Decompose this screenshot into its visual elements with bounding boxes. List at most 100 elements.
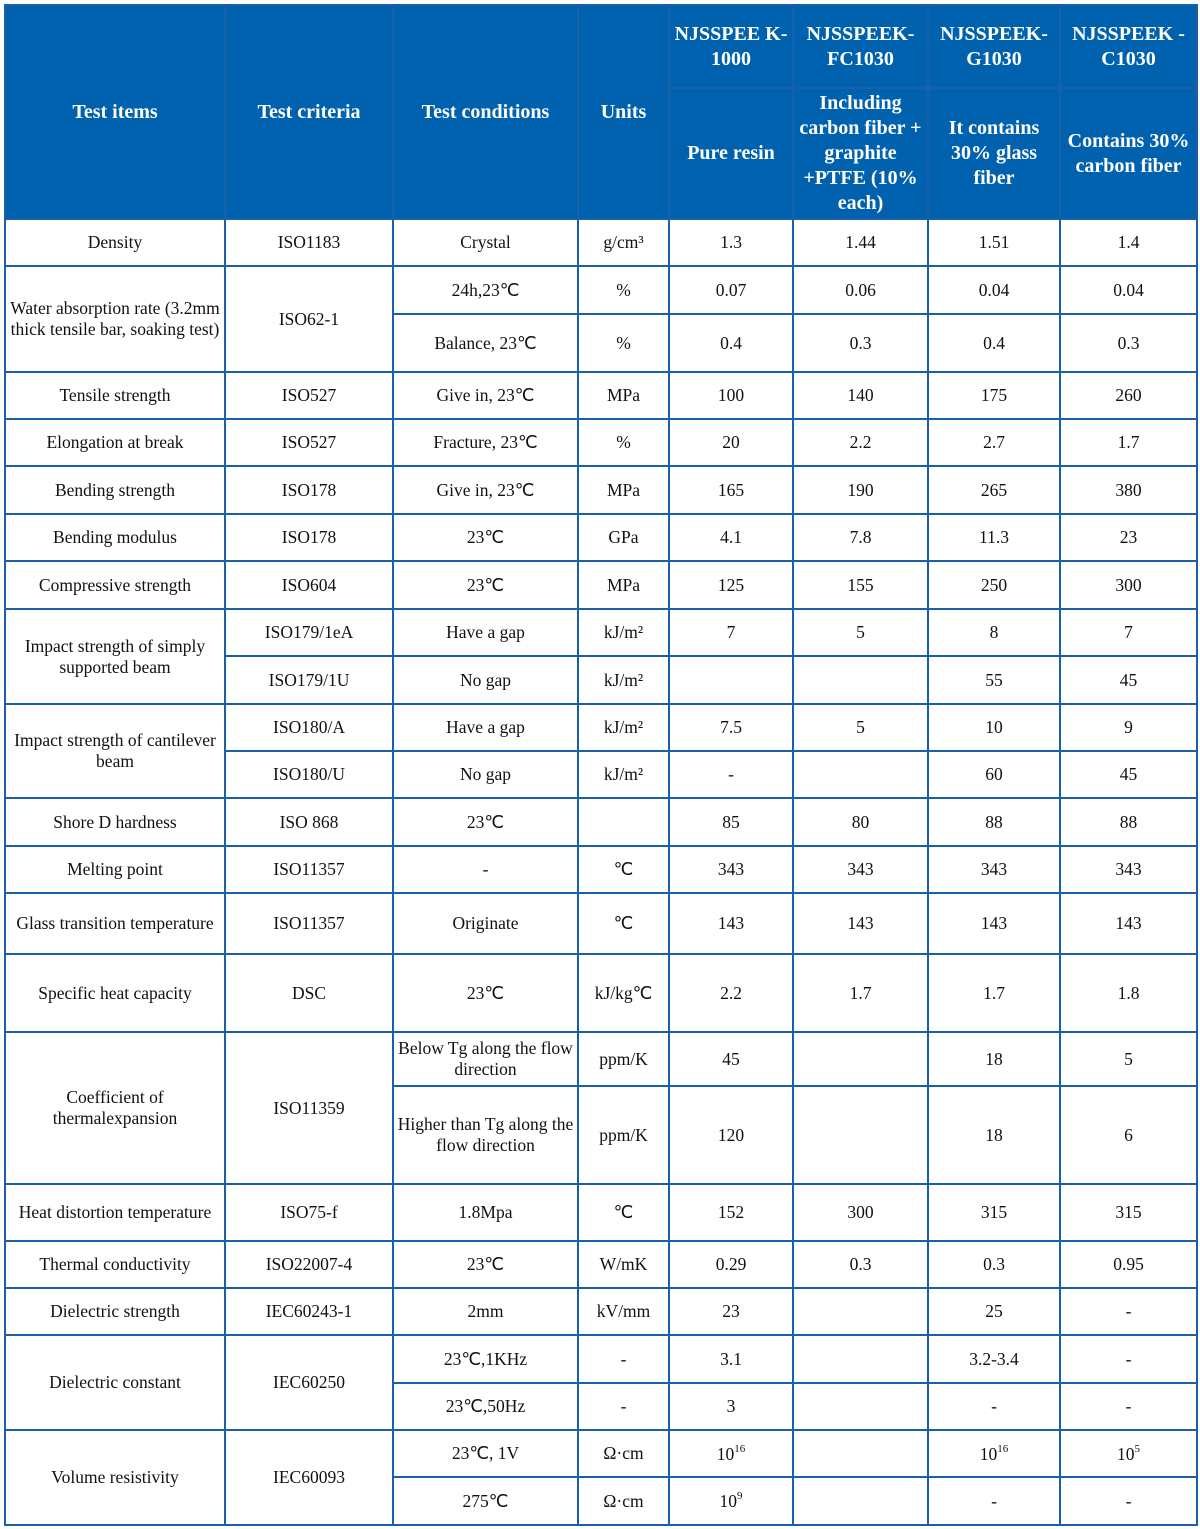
table-row: Volume resistivity IEC60093 23℃, 1V Ω·cm 101… xyxy=(4,1429,1198,1526)
cell-text: MPa xyxy=(606,385,641,405)
cell-text: 24h,23℃ xyxy=(451,279,520,300)
table-cell: - xyxy=(668,750,794,799)
cell-text: Balance, 23℃ xyxy=(434,332,537,353)
cell-text: 1.44 xyxy=(845,232,876,252)
cell-text: ISO 868 xyxy=(279,811,339,832)
cell-text: No gap xyxy=(459,669,512,690)
table-cell: - xyxy=(577,1334,670,1384)
table-row: Balance, 23℃% 0.4 0.3 0.4 0.3 xyxy=(5,313,1198,373)
cell-text: 23℃ xyxy=(466,527,505,547)
table-cell: - xyxy=(1059,1334,1198,1384)
table-cell: 343 xyxy=(1059,845,1198,894)
cell-text: Compressive strength xyxy=(38,574,192,595)
cell-text: Impact strength of simply supported beam xyxy=(24,635,206,677)
table-cell: 6 xyxy=(1059,1085,1198,1185)
cell-text: - xyxy=(620,1396,627,1416)
table-row: Glass transition temperature ISO11357 Orig… xyxy=(4,892,1198,955)
table-row: Thermal conductivity ISO22007-4 23℃ W/mK 0.2… xyxy=(4,1240,1198,1289)
table-cell: DSC xyxy=(224,953,394,1033)
cell-text: Specific heat capacity xyxy=(38,982,192,1003)
cell-text: 275℃ xyxy=(462,1490,509,1511)
header-units: Units xyxy=(577,4,670,220)
table-cell: ISO527 xyxy=(224,371,394,420)
cell-text: 315 xyxy=(1115,1202,1142,1222)
cell-text: Tensile strength xyxy=(59,385,171,405)
table-cell: 1.4 xyxy=(1059,218,1198,267)
header-product-description: Contains 30% carbon fiber xyxy=(1059,87,1198,220)
cell-text: ℃ xyxy=(613,913,634,933)
table-cell: 120 xyxy=(668,1085,794,1185)
table-cell: - xyxy=(927,1476,1061,1526)
table-cell xyxy=(792,1382,929,1431)
table-cell: Give in, 23℃ xyxy=(392,465,579,515)
table-cell: 23℃,50Hz xyxy=(392,1382,579,1431)
table-cell: ISO178 xyxy=(224,465,394,515)
table-cell: ISO180/U xyxy=(224,750,394,799)
table-cell: 0.3 xyxy=(927,1240,1061,1289)
table-cell: No gap xyxy=(392,655,579,705)
cell-text: Heat distortion temperature xyxy=(18,1202,212,1222)
table-cell: 2.2 xyxy=(792,418,929,467)
cell-text: ISO11359 xyxy=(273,1097,345,1118)
cell-text: GPa xyxy=(608,527,639,547)
table-cell: ISO62-1 xyxy=(224,265,394,373)
table-cell: Ω·cm xyxy=(577,1429,670,1478)
table-cell: ISO180/A xyxy=(224,703,394,752)
cell-text: 0.06 xyxy=(845,279,876,300)
table-cell: kJ/m² xyxy=(577,703,670,752)
cell-text: 23℃ xyxy=(466,811,505,832)
table-cell: 140 xyxy=(792,371,929,420)
table-cell: 0.04 xyxy=(927,265,1061,315)
cell-text: 120 xyxy=(717,1124,745,1145)
cell-text: 152 xyxy=(717,1202,745,1222)
table-cell: 60 xyxy=(927,750,1061,799)
table-cell: 45 xyxy=(668,1031,794,1087)
cell-text: 23 xyxy=(1119,527,1138,547)
table-cell: 1.3 xyxy=(668,218,794,267)
table-cell: 18 xyxy=(927,1085,1061,1185)
cell-text: - xyxy=(728,764,734,784)
cell-text: 85 xyxy=(722,811,740,832)
table-cell: g/cm³ xyxy=(577,218,670,267)
table-cell: IEC60243-1 xyxy=(224,1287,394,1336)
table-cell: 1016 xyxy=(927,1429,1061,1478)
cell-text: 0.07 xyxy=(715,279,747,300)
cell-text: 23℃,1KHz xyxy=(443,1348,528,1369)
table-cell: Have a gap xyxy=(392,608,579,657)
table-cell: 3.1 xyxy=(668,1334,794,1384)
cell-text: Density xyxy=(87,232,143,252)
table-cell: ISO75-f xyxy=(224,1183,394,1242)
table-cell: Originate xyxy=(392,892,579,955)
cell-text: 190 xyxy=(847,479,874,500)
table-row: Compressive strength ISO604 23℃ MPa 125 155 25… xyxy=(4,560,1198,610)
table-cell: 1.51 xyxy=(927,218,1061,267)
table-cell: 343 xyxy=(792,845,929,894)
cell-text: Glass transition temperature xyxy=(16,913,214,933)
table-cell: 24h,23℃ xyxy=(392,265,579,315)
table-cell: ISO527 xyxy=(224,418,394,467)
table-cell: Give in, 23℃ xyxy=(392,371,579,420)
cell-text: 7.5 xyxy=(720,717,742,737)
cell-text: 1.8Mpa xyxy=(458,1202,513,1222)
table-cell: 23℃ xyxy=(392,1240,579,1289)
table-cell: ISO 868 xyxy=(224,797,394,847)
cell-text: ISO179/1eA xyxy=(264,622,354,642)
table-cell: Heat distortion temperature xyxy=(4,1183,226,1242)
cell-text: IEC60250 xyxy=(273,1372,345,1392)
header-product-description: Including carbon fiber + graphite +PTFE … xyxy=(792,87,929,220)
table-cell: 165 xyxy=(668,465,794,515)
table-cell: Balance, 23℃ xyxy=(392,313,579,373)
header-product-description: Pure resin xyxy=(668,87,794,220)
cell-text: 125 xyxy=(717,574,745,595)
table-cell: 0.07 xyxy=(668,265,794,315)
table-cell: 152 xyxy=(668,1183,794,1242)
table-cell: No gap xyxy=(392,750,579,799)
cell-text: ISO604 xyxy=(281,574,337,595)
cell-text: Melting point xyxy=(67,859,163,879)
table-cell: Dielectric constant xyxy=(4,1334,226,1431)
table-cell: Dielectric strength xyxy=(4,1287,226,1336)
table-cell: MPa xyxy=(577,465,670,515)
table-cell: kJ/m² xyxy=(577,655,670,705)
table-row: Water absorption rate (3.2mm thick tensi… xyxy=(4,265,1198,373)
table-cell: 2.2 xyxy=(668,953,794,1033)
